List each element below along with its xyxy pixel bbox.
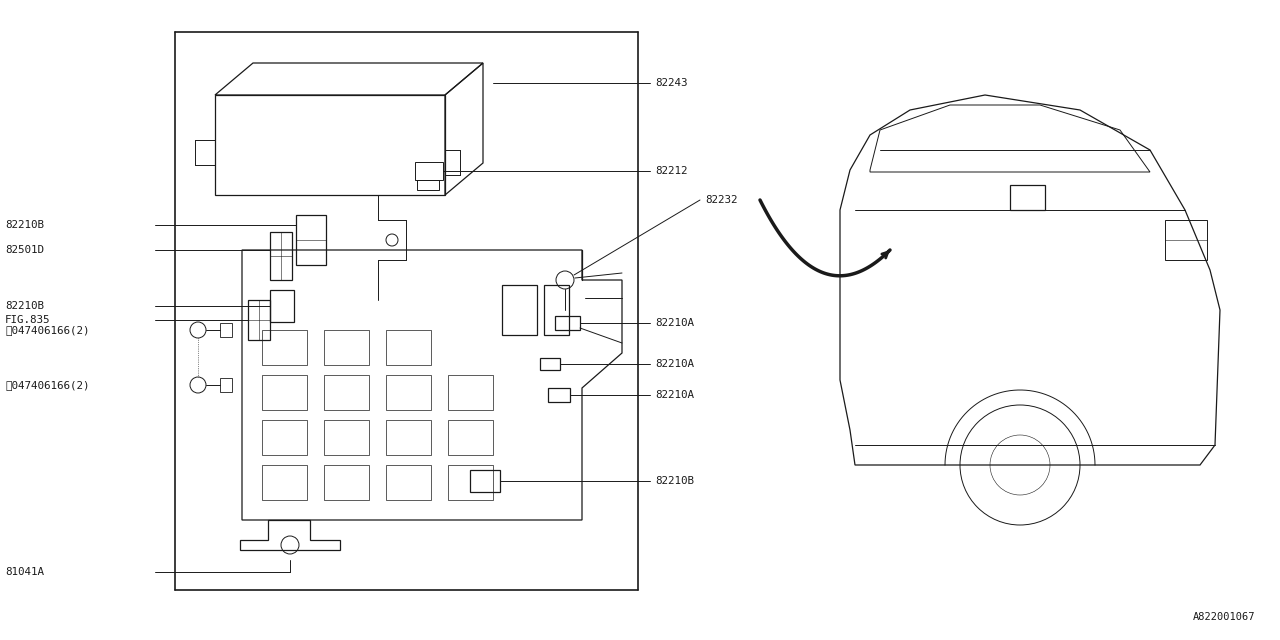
Bar [448,465,493,500]
Bar [417,180,439,190]
Bar [387,330,431,365]
Text: 82212: 82212 [655,166,687,176]
Text: 82210B: 82210B [655,476,694,486]
Bar [502,285,538,335]
Text: 82210A: 82210A [655,359,694,369]
Bar [387,420,431,455]
Bar [1165,220,1207,260]
Bar [262,420,307,455]
Bar [1010,185,1044,210]
Text: 82243: 82243 [655,78,687,88]
Bar [324,375,369,410]
Bar [556,316,580,330]
Bar [470,470,500,492]
Bar [248,300,270,340]
Text: 82210A: 82210A [655,390,694,400]
Text: Ⓢ047406166(2): Ⓢ047406166(2) [5,325,90,335]
Text: 82232: 82232 [705,195,737,205]
Bar [548,388,570,402]
Bar [270,232,292,280]
Bar [324,465,369,500]
Bar [387,375,431,410]
Bar [220,378,232,392]
Bar [270,290,294,322]
Bar [262,375,307,410]
Text: A822001067: A822001067 [1193,612,1254,622]
Bar [262,330,307,365]
Text: 82210B: 82210B [5,220,44,230]
Bar [387,465,431,500]
Bar [448,375,493,410]
Text: 82501D: 82501D [5,245,44,255]
Text: Ⓢ047406166(2): Ⓢ047406166(2) [5,380,90,390]
Text: FIG.835: FIG.835 [5,315,50,325]
Text: 82210A: 82210A [655,318,694,328]
Bar [296,215,326,265]
Bar [415,162,443,180]
Bar [324,420,369,455]
Bar [324,330,369,365]
Bar [544,285,570,335]
Bar [448,420,493,455]
Bar [220,323,232,337]
Text: 81041A: 81041A [5,567,44,577]
Text: 82210B: 82210B [5,301,44,311]
Bar [540,358,561,370]
Bar [262,465,307,500]
